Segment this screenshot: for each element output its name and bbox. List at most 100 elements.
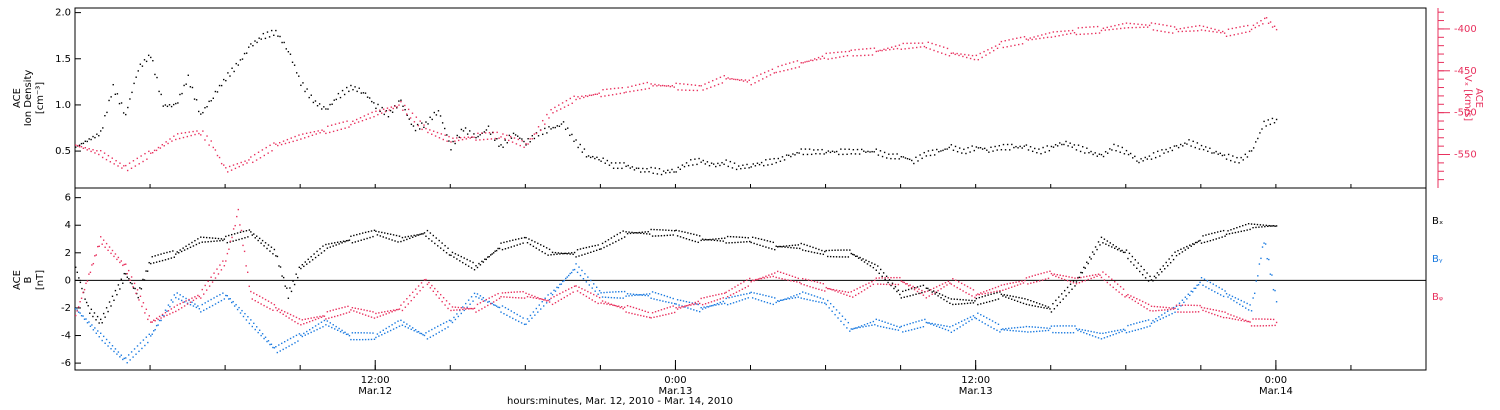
bz-point [809,285,811,288]
bz-point [570,286,573,289]
vx-point [800,62,802,64]
by-point [618,291,620,293]
vx-point [542,119,544,122]
bx-point [1192,243,1194,245]
bz-point [694,301,696,304]
by-point [1234,297,1237,299]
bz-point [1063,278,1066,281]
by-point [1099,332,1101,334]
bx-point [853,254,855,256]
bx-point [261,239,264,242]
vx-point [1120,27,1122,30]
by-point [204,302,206,304]
vx-point [1264,17,1266,20]
by-point [285,347,287,349]
vx-point [819,58,822,60]
by-point [966,317,969,320]
bx-point [216,240,218,242]
bz-point [422,286,424,289]
density-point [704,163,707,165]
density-point [1129,152,1132,155]
bz-point [148,315,150,317]
bx-point [167,258,170,260]
bx-point [669,234,671,236]
by-point [835,309,838,311]
by-point [1199,281,1201,284]
by-point [316,328,318,331]
bx-point [1049,308,1051,310]
bx-point [757,237,760,240]
bz-point [540,298,542,300]
bx-point [1237,231,1240,233]
vx-point [702,89,704,91]
bx-point [1265,224,1267,227]
bx-point [640,232,642,234]
bx-point [1116,248,1119,251]
bx-point [1218,237,1220,239]
bz-point [840,292,842,294]
bx-point [1103,238,1106,240]
vx-point [1135,26,1137,29]
vx-point [242,164,244,166]
bz-point [169,313,171,315]
bx-point [960,303,963,305]
bx-point [317,254,320,257]
by-point [559,283,561,286]
by-point [1071,325,1073,327]
vx-point [848,50,851,53]
bx-point [593,250,595,253]
bz-point [1192,311,1194,313]
by-point [200,311,202,313]
by-point [972,315,975,317]
vx-point [1233,34,1235,36]
by-point [1243,301,1245,303]
bz-point [635,307,638,310]
density-point [1115,149,1117,152]
vx-point [465,138,468,140]
density-point [569,134,571,137]
bx-point [1264,225,1266,228]
density-point [337,92,340,95]
density-point [131,91,133,94]
bz-point [1255,318,1257,320]
by-point [638,294,641,296]
bz-point [678,306,680,308]
density-point [1009,149,1011,151]
vx-point [1187,26,1189,29]
bx-point [126,276,129,278]
bx-point [313,253,315,255]
by-point [834,313,836,316]
vx-point [846,54,849,57]
bz-point [139,295,142,297]
bz-point [216,268,218,270]
bz-point [354,307,357,309]
bz-point [297,322,299,325]
bx-point [1115,245,1117,248]
bz-point [554,301,557,304]
by-point [606,291,608,294]
vx-point [1133,23,1135,25]
vx-point [1108,29,1110,31]
vx-point [232,164,235,166]
vx-point [731,78,733,80]
density-point [669,171,671,174]
by-point [334,328,336,330]
bx-point [974,300,976,302]
bz-point [279,311,281,314]
bx-point [754,237,757,239]
by-point [1212,283,1215,285]
vx-point [596,93,598,95]
bx-point [481,260,483,263]
vx-point [1016,37,1018,39]
density-point [435,114,438,116]
density-point [702,159,704,162]
bz-point [545,300,548,302]
bz-point [838,290,841,292]
bz-point [331,316,333,319]
bx-point [1118,247,1120,250]
legend-by: Bᵧ [1432,254,1443,265]
bx-point [498,247,501,250]
bz-point [641,309,643,312]
density-point [1052,146,1055,148]
density-point [400,99,402,101]
